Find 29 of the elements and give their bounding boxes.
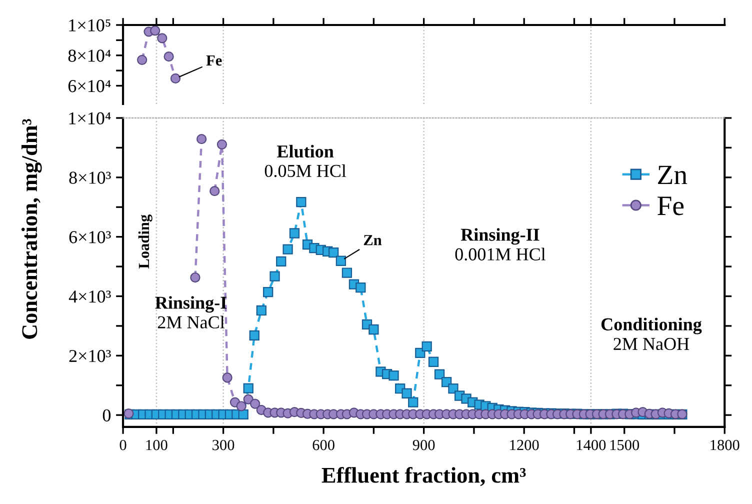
x-tick-label: 100 [146, 440, 168, 450]
x-axis-title: Effluent fraction, cm³ [322, 466, 526, 486]
annotation: Rinsing-II 0.001M HCl [455, 228, 546, 261]
legend-label: Fe [658, 196, 684, 216]
y-tick-label: 8×10⁴ [68, 50, 111, 62]
annotation: Conditioning 2M NaOH [601, 318, 702, 350]
y-axis-title: Concentration, mg/dm³ [21, 118, 42, 339]
y-tick-label: 6×10³ [69, 231, 111, 244]
x-tick-label: 900 [412, 440, 435, 450]
x-tick-label: 1500 [610, 440, 640, 450]
x-tick-label: 1200 [510, 440, 539, 450]
legend-label: Zn [658, 166, 688, 184]
y-tick-label: 4×10³ [68, 290, 111, 303]
y-tick-label: 0 [102, 409, 111, 422]
x-tick-label: 300 [212, 440, 234, 450]
y-tick-label: 2×10³ [69, 350, 111, 362]
annotation: Elution 0.05M HCl [264, 144, 346, 178]
annotation: Zn [364, 235, 382, 246]
annotation: Fe [206, 55, 222, 66]
y-tick-label: 1×10⁴ [69, 112, 111, 124]
y-tick-label: 1×10⁵ [69, 19, 110, 32]
y-tick-label: 6×10⁴ [68, 80, 111, 92]
x-tick-label: 600 [312, 440, 334, 450]
x-tick-label: 1400 [577, 440, 606, 450]
annotation: Rinsing-I 2M NaCl [155, 296, 227, 328]
y-tick-label: 8×10³ [69, 172, 111, 184]
x-tick-label: 1800 [710, 440, 740, 450]
x-tick-label: 0 [120, 440, 126, 450]
ref-line-label: Loading [138, 214, 152, 268]
